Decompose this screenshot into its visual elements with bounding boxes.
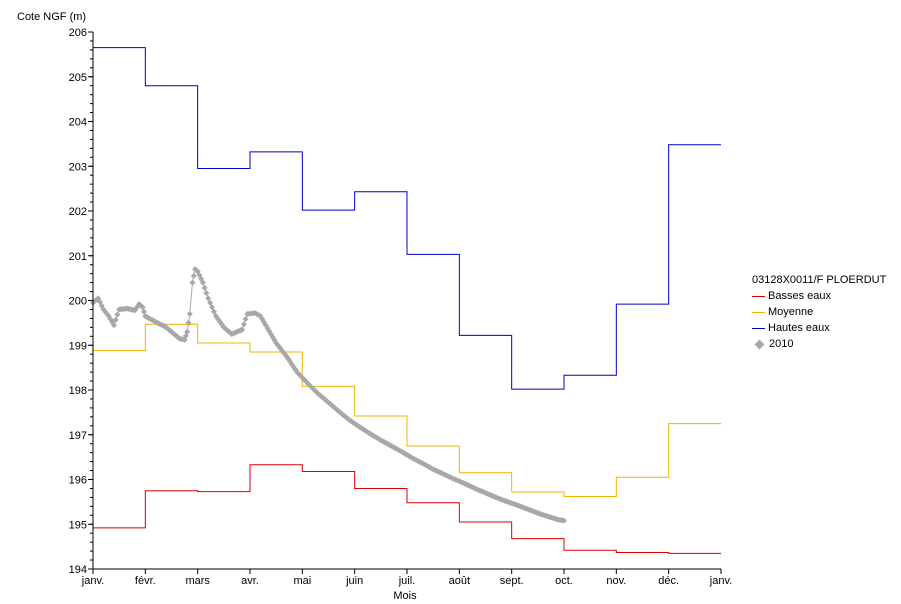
data-point-2010 [561,517,567,524]
legend-label: Hautes eaux [768,322,830,334]
y-tick-label: 197 [69,430,87,442]
y-tick-label: 196 [69,475,87,487]
x-axis-label: Mois [393,590,417,602]
legend-label: 2010 [769,338,794,350]
data-point-2010 [189,279,196,286]
y-tick-label: 199 [69,340,87,352]
data-point-2010 [209,304,216,311]
data-point-2010 [205,295,212,302]
data-point-2010 [207,299,214,306]
y-tick-label: 200 [69,296,87,308]
data-point-2010 [185,319,192,326]
legend-item-2010: 2010 [752,336,886,352]
legend: 03128X0011/F PLOERDUT Basses eaux Moyenn… [752,272,886,352]
legend-item-hautes-eaux: Hautes eaux [752,320,886,336]
data-point-2010 [186,310,193,317]
y-tick-label: 205 [69,72,87,84]
data-point-2010 [199,279,206,286]
data-point-2010 [141,308,148,315]
data-point-2010 [201,284,208,291]
x-tick-label: févr. [135,575,156,587]
data-point-2010 [110,322,117,329]
x-tick-label: mai [293,575,311,587]
legend-item-basses-eaux: Basses eaux [752,288,886,304]
data-point-2010 [203,290,210,297]
data-point-2010 [114,311,121,318]
data-point-2010 [239,326,246,333]
y-tick-label: 203 [69,161,87,173]
series-line-2010 [92,268,565,522]
data-point-2010 [190,272,197,279]
data-point-2010 [240,321,247,328]
data-point-2010 [139,304,146,311]
y-axis-label: Cote NGF (m) [17,11,86,23]
legend-swatch [752,311,765,313]
x-tick-label: janv. [709,575,732,587]
x-tick-label: août [449,575,470,587]
y-tick-label: 194 [69,564,87,576]
x-tick-label: avr. [241,575,259,587]
data-point-2010 [184,328,191,335]
y-tick-label: 206 [69,27,87,39]
diamond-marker-icon [754,339,765,349]
y-tick-label: 195 [69,519,87,531]
data-point-2010 [211,308,218,315]
y-tick-label: 198 [69,385,87,397]
legend-swatch [752,327,765,329]
x-tick-label: juil. [398,575,416,587]
x-tick-label: mars [185,575,210,587]
x-tick-label: nov. [606,575,626,587]
legend-title: 03128X0011/F PLOERDUT [752,274,887,286]
legend-swatch [752,295,765,297]
y-tick-label: 201 [69,251,87,263]
series-line-moyenne [93,323,721,498]
x-tick-label: oct. [555,575,573,587]
series-line-hautes-eaux [93,47,721,390]
legend-item-moyenne: Moyenne [752,304,886,320]
series-line-basses-eaux [93,464,721,554]
data-point-2010 [242,316,249,323]
x-tick-label: janv. [81,575,104,587]
data-point-2010 [112,316,119,323]
legend-label: Basses eaux [768,290,831,302]
y-tick-label: 202 [69,206,87,218]
x-tick-label: juin [345,575,363,587]
x-tick-label: déc. [658,575,679,587]
legend-label: Moyenne [768,306,814,318]
y-tick-label: 204 [69,117,87,129]
x-tick-label: sept. [500,575,524,587]
